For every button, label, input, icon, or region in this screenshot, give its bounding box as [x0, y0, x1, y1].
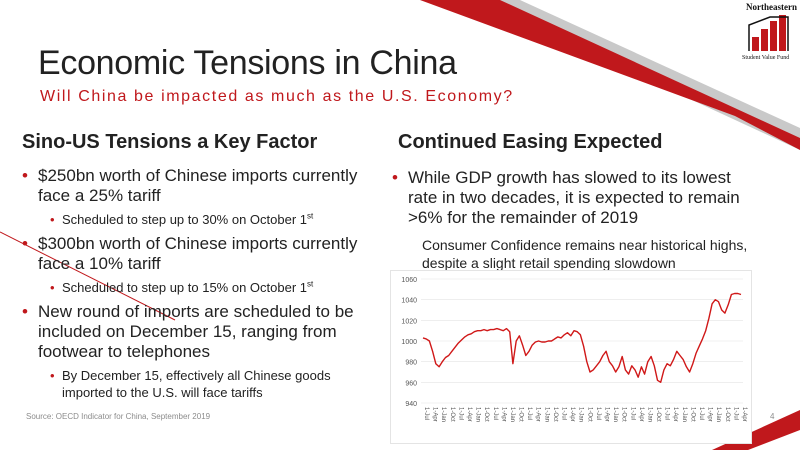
x-tick-label: 1-Jul — [595, 407, 601, 420]
x-tick-label: 1-Jul — [664, 407, 670, 420]
x-tick-label: 1-Jan — [681, 407, 687, 422]
y-tick-label: 960 — [405, 380, 417, 387]
logo-name: Northeastern — [746, 2, 797, 12]
left-heading: Sino-US Tensions a Key Factor — [22, 131, 318, 153]
sub-bullet-text: Scheduled to step up to 30% on October 1 — [62, 212, 308, 227]
x-tick-label: 1-Jan — [646, 407, 652, 422]
x-tick-label: 1-Apr — [672, 407, 678, 422]
x-tick-label: 1-Jul — [526, 407, 532, 420]
sub-bullet-text: Scheduled to step up to 15% on October 1 — [62, 280, 308, 295]
x-tick-label: 1-Jul — [561, 407, 567, 420]
x-tick-label: 1-Apr — [432, 407, 438, 422]
consumer-confidence-chart: 940 960 980 1000 1020 1040 1060 1-Jul 1-Apr 1-Jan… — [390, 270, 752, 444]
bullet-gdp: While GDP growth has slowed to its lowes… — [392, 168, 752, 228]
x-tick-label: 1-Apr — [603, 407, 609, 422]
sub-bullet-15pct: Scheduled to step up to 15% on October 1… — [50, 279, 367, 296]
bullet-300bn: $300bn worth of Chinese imports currentl… — [22, 234, 367, 274]
x-tick-label: 1-Apr — [535, 407, 541, 422]
x-tick-label: 1-Jan — [578, 407, 584, 422]
x-tick-label: 1-Jul — [457, 407, 463, 420]
x-tick-label: 1-Apr — [569, 407, 575, 422]
x-tick-label: 1-Jan — [543, 407, 549, 422]
right-heading: Continued Easing Expected — [398, 131, 663, 153]
x-tick-label: 1-Oct — [483, 407, 489, 422]
x-tick-label: 1-Apr — [500, 407, 506, 422]
left-bullet-list: $250bn worth of Chinese imports currentl… — [22, 166, 367, 407]
x-tick-label: 1-Apr — [638, 407, 644, 422]
logo-tagline: Student Value Fund — [742, 55, 790, 61]
x-tick-label: 1-Jan — [612, 407, 618, 422]
x-tick-label: 1-Oct — [586, 407, 592, 422]
y-tick-label: 1060 — [401, 277, 417, 284]
page-subtitle: Will China be impacted as much as the U.… — [40, 88, 514, 105]
ordinal-suffix: st — [307, 279, 314, 289]
x-tick-label: 1-Jul — [492, 407, 498, 420]
source-note: Source: OECD Indicator for China, Septem… — [26, 412, 211, 421]
series-line — [422, 292, 742, 384]
y-tick-label: 1040 — [401, 298, 417, 305]
page-number: 4 — [770, 412, 775, 421]
sub-bullet-30pct: Scheduled to step up to 30% on October 1… — [50, 211, 367, 228]
x-tick-label: 1-Jul — [698, 407, 704, 420]
x-tick-label: 1-Jan — [715, 407, 721, 422]
x-tick-label: 1-Jul — [423, 407, 429, 420]
x-tick-label: 1-Oct — [655, 407, 661, 422]
x-tick-label: 1-Jul — [629, 407, 635, 420]
x-tick-label: 1-Apr — [741, 407, 747, 422]
logo-mark — [742, 13, 796, 53]
x-tick-label: 1-Oct — [621, 407, 627, 422]
x-tick-label: 1-Oct — [552, 407, 558, 422]
x-tick-label: 1-Jan — [440, 407, 446, 422]
x-tick-label: 1-Jan — [475, 407, 481, 422]
ordinal-suffix: st — [307, 211, 314, 221]
bullet-december: New round of imports are scheduled to be… — [22, 302, 367, 362]
x-tick-label: 1-Oct — [724, 407, 730, 422]
x-tick-label: 1-Oct — [518, 407, 524, 422]
bullet-250bn: $250bn worth of Chinese imports currentl… — [22, 166, 367, 206]
y-tick-label: 940 — [405, 401, 417, 408]
y-tick-label: 1000 — [401, 339, 417, 346]
page-title: Economic Tensions in China — [38, 44, 457, 82]
y-tick-label: 1020 — [401, 318, 417, 325]
x-tick-label: 1-Oct — [689, 407, 695, 422]
right-bullet-list: While GDP growth has slowed to its lowes… — [392, 168, 752, 233]
x-tick-label: 1-Jan — [509, 407, 515, 422]
x-tick-label: 1-Apr — [707, 407, 713, 422]
chart-caption: Consumer Confidence remains near histori… — [422, 237, 748, 271]
y-tick-label: 980 — [405, 360, 417, 367]
x-tick-label: 1-Jul — [732, 407, 738, 420]
x-tick-label: 1-Apr — [466, 407, 472, 422]
x-tick-label: 1-Oct — [449, 407, 455, 422]
sub-bullet-all-goods: By December 15, effectively all Chinese … — [50, 367, 367, 401]
